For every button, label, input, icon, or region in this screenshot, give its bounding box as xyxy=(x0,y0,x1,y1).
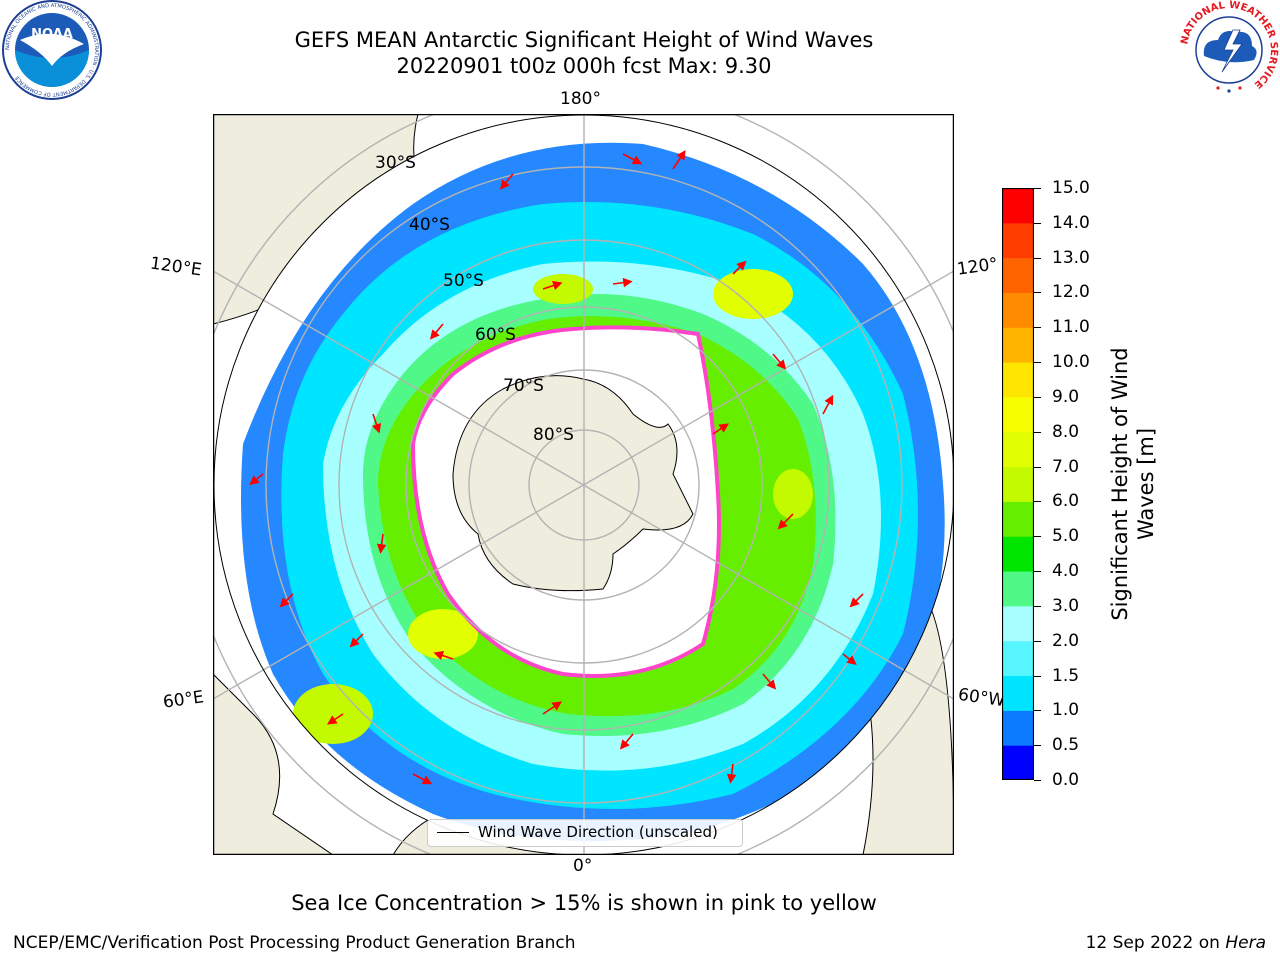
colorbar-bin xyxy=(1002,362,1034,398)
lon-label-180: 180° xyxy=(560,89,601,109)
colorbar-tick-mark xyxy=(1034,571,1041,573)
lat-label-30s: 30°S xyxy=(375,153,416,173)
colorbar-tick-mark xyxy=(1034,222,1041,224)
colorbar-tick-mark xyxy=(1034,466,1041,468)
colorbar-tick-label: 7.0 xyxy=(1052,456,1080,477)
colorbar-tick-label: 0.5 xyxy=(1052,735,1080,756)
colorbar-tick-label: 10.0 xyxy=(1052,352,1090,373)
footer-date: 12 Sep 2022 on xyxy=(1085,933,1226,953)
map-legend: Wind Wave Direction (unscaled) xyxy=(427,819,743,847)
lon-label-60w: 60°W xyxy=(956,684,1007,712)
colorbar-bin xyxy=(1002,466,1034,502)
lat-label-60s: 60°S xyxy=(475,325,516,345)
legend-label: Wind Wave Direction (unscaled) xyxy=(478,823,718,841)
colorbar-tick-label: 14.0 xyxy=(1052,212,1090,233)
polar-map: 30°S 40°S 50°S 60°S 70°S 80°S xyxy=(213,114,954,855)
colorbar-tick-label: 9.0 xyxy=(1052,386,1080,407)
legend-line-sample xyxy=(437,832,469,833)
lat-label-50s: 50°S xyxy=(443,271,484,291)
colorbar-tick-mark xyxy=(1034,640,1041,642)
colorbar-tick-mark xyxy=(1034,501,1041,503)
colorbar-tick-label: 0.0 xyxy=(1052,770,1080,790)
colorbar-tick-mark xyxy=(1034,780,1041,781)
colorbar-title-line2: Waves [m] xyxy=(1134,427,1158,541)
colorbar-tick-label: 2.0 xyxy=(1052,630,1080,651)
colorbar-tick-mark xyxy=(1034,745,1041,747)
lat-label-40s: 40°S xyxy=(409,215,450,235)
colorbar-tick-mark xyxy=(1034,431,1041,433)
nws-logo: NATIONAL WEATHER SERVICE xyxy=(1179,0,1279,99)
noaa-logo: NATIONAL OCEANIC AND ATMOSPHERIC ADMINIS… xyxy=(2,0,102,100)
colorbar-border xyxy=(1002,188,1034,780)
colorbar-tick-mark xyxy=(1034,292,1041,294)
chart-subtitle: 20220901 t00z 000h fcst Max: 9.30 xyxy=(396,54,772,78)
colorbar-title: Significant Height of Wind Waves [m] xyxy=(1107,347,1159,620)
footer-datestamp: 12 Sep 2022 on Hera xyxy=(1086,933,1266,953)
colorbar-tick-label: 5.0 xyxy=(1052,526,1080,547)
colorbar-tick-mark xyxy=(1034,257,1041,259)
colorbar-bin xyxy=(1002,292,1034,328)
colorbar-tick-label: 3.0 xyxy=(1052,595,1080,616)
footer-credit: NCEP/EMC/Verification Post Processing Pr… xyxy=(13,933,576,953)
colorbar-title-line1: Significant Height of Wind xyxy=(1108,347,1132,621)
map-border xyxy=(213,114,954,855)
colorbar-bin xyxy=(1002,431,1034,468)
colorbar-tick-label: 4.0 xyxy=(1052,561,1080,582)
wind-wave-direction-arrows xyxy=(249,150,864,785)
colorbar-tick-mark xyxy=(1034,396,1041,398)
lon-label-60e: 60°E xyxy=(161,687,206,713)
chart-title: GEFS MEAN Antarctic Significant Height o… xyxy=(294,28,874,52)
colorbar-tick-label: 15.0 xyxy=(1052,178,1090,198)
colorbar-tick-mark xyxy=(1034,188,1041,189)
colorbar-bin xyxy=(1002,605,1034,642)
colorbar xyxy=(1002,188,1034,780)
colorbar-tick-label: 6.0 xyxy=(1052,491,1080,512)
footer-machine: Hera xyxy=(1225,933,1266,953)
colorbar-bin xyxy=(1002,640,1034,677)
land-antarctica xyxy=(452,375,694,592)
colorbar-bin xyxy=(1002,675,1034,711)
colorbar-bin xyxy=(1002,257,1034,293)
colorbar-tick-mark xyxy=(1034,675,1041,677)
colorbar-tick-mark xyxy=(1034,536,1041,538)
lat-label-70s: 70°S xyxy=(503,376,544,396)
colorbar-tick-label: 13.0 xyxy=(1052,247,1090,268)
colorbar-tick-mark xyxy=(1034,327,1041,329)
colorbar-bin xyxy=(1002,222,1034,259)
colorbar-bin xyxy=(1002,571,1034,607)
colorbar-bin xyxy=(1002,536,1034,572)
colorbar-bin xyxy=(1002,745,1034,780)
colorbar-tick-label: 1.5 xyxy=(1052,665,1080,686)
colorbar-bin xyxy=(1002,188,1034,224)
colorbar-tick-mark xyxy=(1034,362,1041,364)
lon-label-0: 0° xyxy=(573,856,593,876)
lon-label-120w: 120° xyxy=(955,254,1000,280)
colorbar-bin xyxy=(1002,710,1034,746)
lon-label-120e: 120°E xyxy=(148,253,203,281)
colorbar-bin xyxy=(1002,327,1034,363)
footnote: Sea Ice Concentration > 15% is shown in … xyxy=(291,891,877,915)
colorbar-tick-mark xyxy=(1034,605,1041,607)
noaa-logo-text: NOAA xyxy=(31,27,73,42)
colorbar-tick-mark xyxy=(1034,710,1041,712)
lat-label-80s: 80°S xyxy=(533,425,574,445)
colorbar-bin xyxy=(1002,396,1034,433)
land-west-africa-region xyxy=(213,673,334,855)
colorbar-tick-label: 1.0 xyxy=(1052,700,1080,721)
colorbar-tick-label: 12.0 xyxy=(1052,282,1090,303)
colorbar-tick-label: 11.0 xyxy=(1052,317,1090,338)
colorbar-tick-label: 8.0 xyxy=(1052,421,1080,442)
colorbar-bin xyxy=(1002,501,1034,537)
